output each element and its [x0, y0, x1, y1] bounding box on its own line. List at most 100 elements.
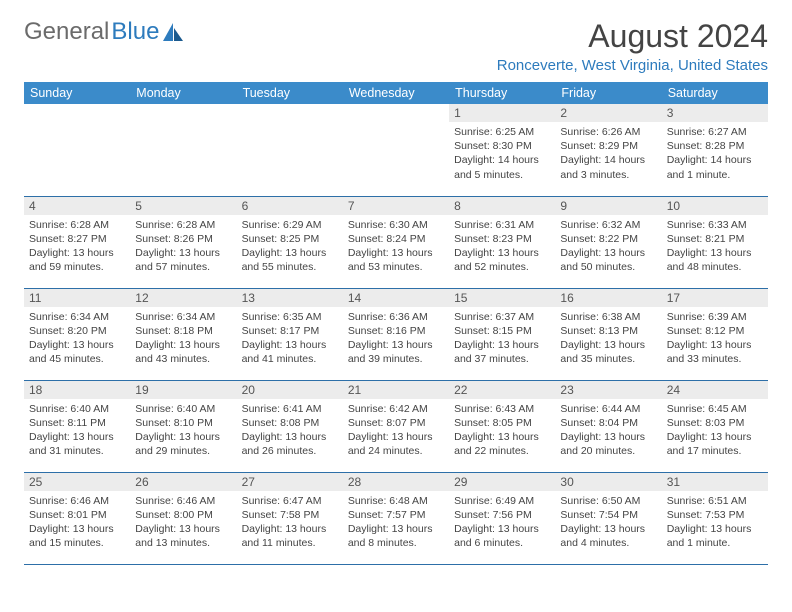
calendar-page: GeneralBlue August 2024 Ronceverte, West…	[0, 0, 792, 583]
sail-icon	[163, 23, 185, 41]
sunset-text: Sunset: 7:56 PM	[454, 508, 550, 522]
calendar-cell: 26Sunrise: 6:46 AMSunset: 8:00 PMDayligh…	[130, 472, 236, 564]
daylight-text: Daylight: 13 hours and 8 minutes.	[348, 522, 444, 550]
calendar-cell: 12Sunrise: 6:34 AMSunset: 8:18 PMDayligh…	[130, 288, 236, 380]
sunset-text: Sunset: 8:18 PM	[135, 324, 231, 338]
day-number: 26	[130, 473, 236, 491]
day-number: 20	[237, 381, 343, 399]
day-number	[24, 104, 130, 108]
sunset-text: Sunset: 8:21 PM	[667, 232, 763, 246]
sunrise-text: Sunrise: 6:42 AM	[348, 402, 444, 416]
day-details: Sunrise: 6:37 AMSunset: 8:15 PMDaylight:…	[449, 307, 555, 371]
day-details: Sunrise: 6:46 AMSunset: 8:00 PMDaylight:…	[130, 491, 236, 555]
sunrise-text: Sunrise: 6:32 AM	[560, 218, 656, 232]
header-thursday: Thursday	[449, 82, 555, 104]
sunrise-text: Sunrise: 6:48 AM	[348, 494, 444, 508]
calendar-cell: 17Sunrise: 6:39 AMSunset: 8:12 PMDayligh…	[662, 288, 768, 380]
day-details: Sunrise: 6:48 AMSunset: 7:57 PMDaylight:…	[343, 491, 449, 555]
day-number: 2	[555, 104, 661, 122]
day-number: 22	[449, 381, 555, 399]
day-number: 28	[343, 473, 449, 491]
sunset-text: Sunset: 8:22 PM	[560, 232, 656, 246]
calendar-row: 4Sunrise: 6:28 AMSunset: 8:27 PMDaylight…	[24, 196, 768, 288]
day-details: Sunrise: 6:44 AMSunset: 8:04 PMDaylight:…	[555, 399, 661, 463]
day-details: Sunrise: 6:47 AMSunset: 7:58 PMDaylight:…	[237, 491, 343, 555]
day-number: 4	[24, 197, 130, 215]
calendar-cell: 20Sunrise: 6:41 AMSunset: 8:08 PMDayligh…	[237, 380, 343, 472]
day-number: 9	[555, 197, 661, 215]
day-details: Sunrise: 6:25 AMSunset: 8:30 PMDaylight:…	[449, 122, 555, 186]
calendar-cell: 27Sunrise: 6:47 AMSunset: 7:58 PMDayligh…	[237, 472, 343, 564]
day-details: Sunrise: 6:40 AMSunset: 8:10 PMDaylight:…	[130, 399, 236, 463]
sunset-text: Sunset: 8:28 PM	[667, 139, 763, 153]
sunrise-text: Sunrise: 6:37 AM	[454, 310, 550, 324]
day-number: 30	[555, 473, 661, 491]
day-details: Sunrise: 6:33 AMSunset: 8:21 PMDaylight:…	[662, 215, 768, 279]
day-number: 11	[24, 289, 130, 307]
daylight-text: Daylight: 13 hours and 4 minutes.	[560, 522, 656, 550]
calendar-cell: 4Sunrise: 6:28 AMSunset: 8:27 PMDaylight…	[24, 196, 130, 288]
calendar-cell: 31Sunrise: 6:51 AMSunset: 7:53 PMDayligh…	[662, 472, 768, 564]
calendar-cell: 2Sunrise: 6:26 AMSunset: 8:29 PMDaylight…	[555, 104, 661, 196]
daylight-text: Daylight: 13 hours and 55 minutes.	[242, 246, 338, 274]
day-details: Sunrise: 6:31 AMSunset: 8:23 PMDaylight:…	[449, 215, 555, 279]
daylight-text: Daylight: 14 hours and 1 minute.	[667, 153, 763, 181]
day-number: 3	[662, 104, 768, 122]
day-details: Sunrise: 6:35 AMSunset: 8:17 PMDaylight:…	[237, 307, 343, 371]
day-number: 16	[555, 289, 661, 307]
month-title: August 2024	[497, 18, 768, 55]
calendar-cell: 10Sunrise: 6:33 AMSunset: 8:21 PMDayligh…	[662, 196, 768, 288]
day-number: 17	[662, 289, 768, 307]
daylight-text: Daylight: 13 hours and 45 minutes.	[29, 338, 125, 366]
daylight-text: Daylight: 13 hours and 20 minutes.	[560, 430, 656, 458]
sunrise-text: Sunrise: 6:45 AM	[667, 402, 763, 416]
calendar-cell: 14Sunrise: 6:36 AMSunset: 8:16 PMDayligh…	[343, 288, 449, 380]
calendar-cell: 6Sunrise: 6:29 AMSunset: 8:25 PMDaylight…	[237, 196, 343, 288]
day-number	[237, 104, 343, 108]
calendar-body: 1Sunrise: 6:25 AMSunset: 8:30 PMDaylight…	[24, 104, 768, 564]
sunrise-text: Sunrise: 6:47 AM	[242, 494, 338, 508]
sunset-text: Sunset: 8:20 PM	[29, 324, 125, 338]
day-details: Sunrise: 6:27 AMSunset: 8:28 PMDaylight:…	[662, 122, 768, 186]
brand-logo: GeneralBlue	[24, 18, 185, 46]
calendar-cell: 23Sunrise: 6:44 AMSunset: 8:04 PMDayligh…	[555, 380, 661, 472]
calendar-cell: 16Sunrise: 6:38 AMSunset: 8:13 PMDayligh…	[555, 288, 661, 380]
daylight-text: Daylight: 13 hours and 39 minutes.	[348, 338, 444, 366]
sunset-text: Sunset: 8:05 PM	[454, 416, 550, 430]
brand-part1: General	[24, 18, 109, 46]
daylight-text: Daylight: 13 hours and 11 minutes.	[242, 522, 338, 550]
sunrise-text: Sunrise: 6:43 AM	[454, 402, 550, 416]
daylight-text: Daylight: 13 hours and 48 minutes.	[667, 246, 763, 274]
day-number: 24	[662, 381, 768, 399]
sunrise-text: Sunrise: 6:25 AM	[454, 125, 550, 139]
sunrise-text: Sunrise: 6:31 AM	[454, 218, 550, 232]
daylight-text: Daylight: 14 hours and 5 minutes.	[454, 153, 550, 181]
sunset-text: Sunset: 8:17 PM	[242, 324, 338, 338]
day-number: 6	[237, 197, 343, 215]
calendar-cell: 30Sunrise: 6:50 AMSunset: 7:54 PMDayligh…	[555, 472, 661, 564]
calendar-cell: 22Sunrise: 6:43 AMSunset: 8:05 PMDayligh…	[449, 380, 555, 472]
header-friday: Friday	[555, 82, 661, 104]
daylight-text: Daylight: 13 hours and 41 minutes.	[242, 338, 338, 366]
day-number: 12	[130, 289, 236, 307]
day-number	[343, 104, 449, 108]
day-details: Sunrise: 6:43 AMSunset: 8:05 PMDaylight:…	[449, 399, 555, 463]
sunset-text: Sunset: 8:25 PM	[242, 232, 338, 246]
sunset-text: Sunset: 8:12 PM	[667, 324, 763, 338]
sunset-text: Sunset: 8:04 PM	[560, 416, 656, 430]
sunrise-text: Sunrise: 6:40 AM	[135, 402, 231, 416]
calendar-cell: 28Sunrise: 6:48 AMSunset: 7:57 PMDayligh…	[343, 472, 449, 564]
calendar-cell: 29Sunrise: 6:49 AMSunset: 7:56 PMDayligh…	[449, 472, 555, 564]
daylight-text: Daylight: 13 hours and 6 minutes.	[454, 522, 550, 550]
header-sunday: Sunday	[24, 82, 130, 104]
sunrise-text: Sunrise: 6:41 AM	[242, 402, 338, 416]
title-block: August 2024 Ronceverte, West Virginia, U…	[497, 18, 768, 74]
day-number: 10	[662, 197, 768, 215]
header-monday: Monday	[130, 82, 236, 104]
day-number: 15	[449, 289, 555, 307]
day-number: 18	[24, 381, 130, 399]
day-details: Sunrise: 6:38 AMSunset: 8:13 PMDaylight:…	[555, 307, 661, 371]
daylight-text: Daylight: 13 hours and 33 minutes.	[667, 338, 763, 366]
day-number: 31	[662, 473, 768, 491]
sunrise-text: Sunrise: 6:34 AM	[135, 310, 231, 324]
